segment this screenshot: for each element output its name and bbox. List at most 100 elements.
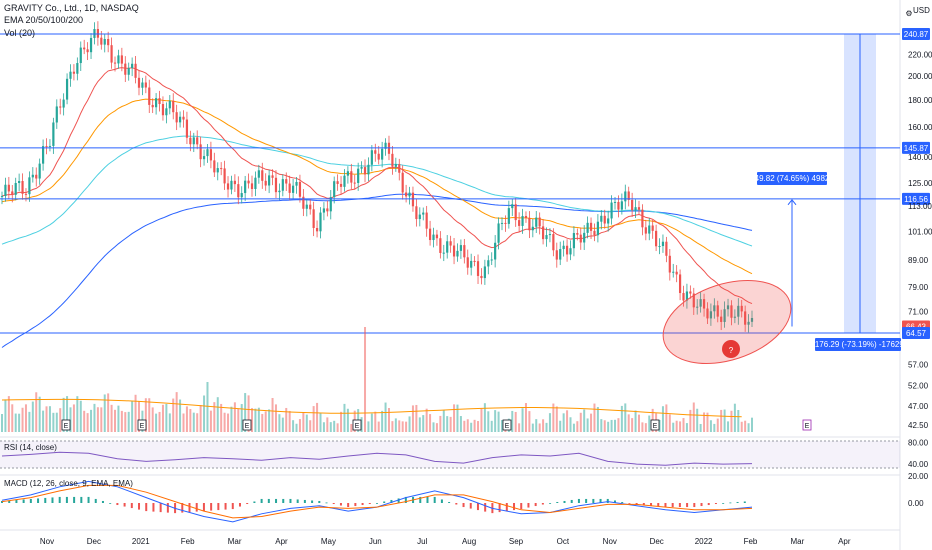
volume-bar	[189, 409, 192, 432]
volume-bar	[497, 411, 500, 432]
volume-bar	[285, 407, 288, 432]
macd-histogram-bar	[275, 498, 278, 503]
volume-bar	[463, 420, 466, 432]
volume-legend[interactable]: Vol (20)	[4, 28, 36, 38]
candle-body	[425, 212, 428, 229]
volume-bar	[1, 414, 3, 432]
volume-bar	[209, 410, 212, 432]
candle-body	[291, 185, 295, 193]
candle-body	[641, 209, 644, 228]
volume-bar	[456, 404, 459, 432]
candle-body	[59, 106, 62, 108]
volume-bar	[733, 403, 736, 432]
candle-body	[377, 153, 380, 160]
volume-bar	[213, 402, 216, 432]
volume-bar	[614, 419, 617, 432]
macd-legend: MACD (12, 26, close, 9, EMA, EMA)	[4, 479, 133, 488]
measure-up-badge	[757, 172, 827, 185]
macd-histogram-bar	[311, 500, 314, 503]
volume-bar	[326, 417, 329, 432]
candle-body	[565, 245, 569, 255]
volume-bar	[196, 413, 199, 432]
candle-body	[514, 204, 517, 221]
volume-bar	[449, 416, 452, 432]
price-axis-tick-label: 47.00	[908, 402, 929, 411]
macd-histogram-bar	[570, 499, 573, 503]
symbol-legend[interactable]: GRAVITY Co., Ltd., 1D, NASDAQ	[4, 3, 139, 13]
macd-signal-line	[1, 484, 753, 519]
volume-bar	[295, 423, 298, 432]
volume-bar	[254, 408, 257, 432]
volume-bar	[415, 404, 418, 432]
macd-histogram-bar	[1, 500, 3, 503]
macd-histogram-bar	[513, 503, 516, 511]
price-axis-tick-label: 220.00	[908, 51, 932, 60]
macd-histogram-bar	[181, 503, 184, 513]
macd-histogram-bar	[534, 503, 537, 507]
candle-body	[360, 167, 363, 169]
macd-histogram-bar	[224, 503, 227, 510]
macd-tick-label: 20.00	[908, 472, 929, 481]
volume-bar	[192, 412, 195, 432]
volume-bar	[740, 421, 743, 432]
settings-icon[interactable]: ⚙	[905, 9, 912, 18]
macd-histogram-bar	[210, 503, 213, 511]
macd-histogram-bar	[628, 503, 631, 504]
macd-histogram-bar	[498, 503, 501, 513]
macd-histogram-bar	[267, 498, 270, 503]
macd-histogram-bar	[527, 503, 530, 508]
volume-bar	[405, 421, 408, 432]
candle-body	[192, 137, 195, 145]
macd-histogram-bar	[585, 498, 588, 503]
volume-bar	[579, 412, 582, 432]
price-axis-tick-label: 57.00	[908, 361, 929, 370]
macd-histogram-bar	[613, 500, 616, 503]
candle-body	[737, 305, 740, 317]
candle-body	[637, 207, 641, 210]
candle-body	[65, 78, 69, 100]
volume-bar	[179, 399, 182, 432]
candle-body	[69, 71, 72, 79]
volume-bar	[340, 411, 343, 432]
volume-bar	[333, 420, 336, 432]
macd-histogram-bar	[8, 500, 11, 503]
volume-bar	[665, 404, 668, 432]
ema-legend[interactable]: EMA 20/50/100/200	[4, 15, 84, 25]
macd-histogram-bar	[318, 500, 321, 503]
macd-histogram-bar	[58, 496, 61, 503]
macd-histogram-bar	[397, 498, 400, 503]
candle-body	[593, 230, 596, 236]
price-axis-tick-label: 42.50	[908, 421, 929, 430]
rsi-legend: RSI (14, close)	[4, 443, 57, 452]
candle-body	[463, 245, 466, 258]
candle-body	[309, 204, 312, 210]
candle-body	[158, 98, 161, 105]
volume-bar	[69, 407, 72, 432]
candle-body	[494, 242, 497, 260]
macd-histogram-bar	[707, 503, 710, 506]
candle-body	[473, 260, 476, 262]
candle-body	[418, 214, 421, 220]
candle-body	[651, 225, 654, 231]
macd-histogram-bar	[116, 503, 119, 506]
candle-body	[613, 201, 617, 203]
price-axis-badge	[902, 327, 930, 339]
volume-bar	[48, 406, 51, 432]
candle-body	[76, 63, 79, 74]
measure-down-badge	[815, 338, 901, 351]
volume-bar	[288, 410, 291, 432]
candle-body	[538, 217, 541, 227]
candle-body	[374, 150, 377, 154]
price-axis-tick-label: 52.00	[908, 381, 929, 390]
candle-body	[716, 305, 719, 317]
candle-body	[226, 183, 230, 190]
candle-body	[511, 204, 514, 209]
candle-body	[422, 212, 425, 215]
volume-bar	[350, 423, 353, 432]
volume-bar	[329, 422, 332, 432]
volume-bar	[244, 393, 247, 432]
candle-body	[206, 149, 209, 157]
volume-bar	[79, 400, 82, 432]
